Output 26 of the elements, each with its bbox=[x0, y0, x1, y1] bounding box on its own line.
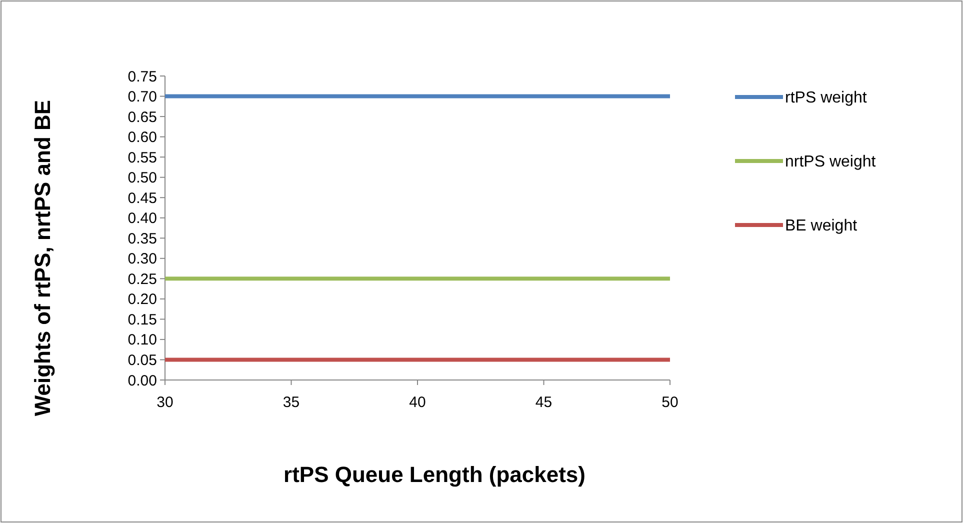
x-tick-label: 30 bbox=[156, 394, 174, 411]
y-tick-label: 0.50 bbox=[128, 170, 157, 187]
legend-label: nrtPS weight bbox=[785, 154, 876, 171]
y-axis-title: Weights of rtPS, nrtPS and BE bbox=[30, 100, 55, 416]
y-tick-label: 0.15 bbox=[128, 311, 157, 328]
x-tick-label: 35 bbox=[282, 394, 300, 411]
x-axis-title: rtPS Queue Length (packets) bbox=[284, 462, 586, 487]
y-tick-label: 0.55 bbox=[128, 149, 157, 166]
y-tick-label: 0.05 bbox=[128, 352, 157, 369]
y-tick-label: 0.20 bbox=[128, 291, 157, 308]
y-tick-label: 0.45 bbox=[128, 190, 157, 207]
y-tick-label: 0.10 bbox=[128, 332, 157, 349]
y-tick-label: 0.60 bbox=[128, 129, 157, 146]
x-tick-label: 40 bbox=[409, 394, 426, 411]
y-tick-label: 0.70 bbox=[128, 88, 157, 106]
legend-label: rtPS weight bbox=[785, 90, 868, 107]
y-tick-label: 0.65 bbox=[128, 108, 157, 126]
x-tick-label: 45 bbox=[535, 394, 552, 411]
y-tick-label: 0.40 bbox=[128, 210, 157, 228]
y-tick-label: 0.35 bbox=[128, 230, 157, 248]
y-tick-label: 0.75 bbox=[128, 68, 157, 86]
y-tick-label: 0.00 bbox=[128, 372, 157, 390]
y-tick-label: 0.25 bbox=[128, 270, 157, 288]
y-tick-label: 0.30 bbox=[128, 250, 157, 268]
x-tick-label: 50 bbox=[662, 394, 678, 411]
legend-label: BE weight bbox=[785, 218, 858, 235]
